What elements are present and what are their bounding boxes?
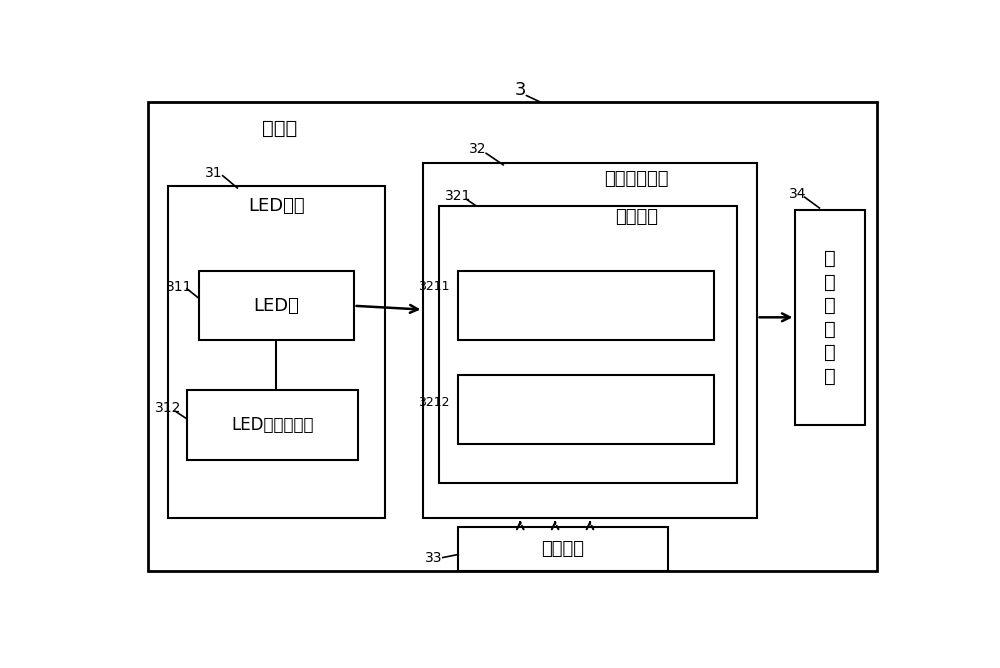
Text: 311: 311 [166, 279, 192, 293]
Bar [423, 163, 757, 518]
Text: LED模块: LED模块 [248, 196, 304, 214]
Text: 312: 312 [154, 401, 181, 415]
Text: 32: 32 [469, 142, 486, 156]
Text: LED灯驱动芯片: LED灯驱动芯片 [231, 416, 314, 434]
Bar [168, 186, 385, 518]
Bar [199, 271, 354, 341]
Text: 3211: 3211 [418, 280, 449, 293]
Text: 自动曝光模块: 自动曝光模块 [556, 297, 616, 315]
Bar [458, 375, 714, 444]
Bar [439, 206, 737, 483]
Text: 31: 31 [205, 166, 223, 180]
Text: PWM引脚: PWM引脚 [553, 401, 619, 419]
Text: 33: 33 [425, 550, 442, 564]
Text: 3212: 3212 [418, 395, 449, 409]
Bar [458, 271, 714, 341]
Text: 321: 321 [445, 188, 471, 202]
Text: 图
像
编
码
模
块: 图 像 编 码 模 块 [824, 249, 836, 385]
Text: 图像采集模块: 图像采集模块 [604, 170, 669, 188]
Text: 3: 3 [514, 81, 526, 99]
Text: 34: 34 [789, 187, 806, 201]
Text: 红外镜头: 红外镜头 [541, 540, 584, 558]
Bar [795, 210, 865, 425]
Text: 感光芯片: 感光芯片 [615, 208, 658, 226]
Text: LED灯: LED灯 [253, 297, 299, 315]
Bar [458, 527, 668, 571]
Text: 摄像头: 摄像头 [262, 119, 298, 138]
Bar [187, 391, 358, 460]
